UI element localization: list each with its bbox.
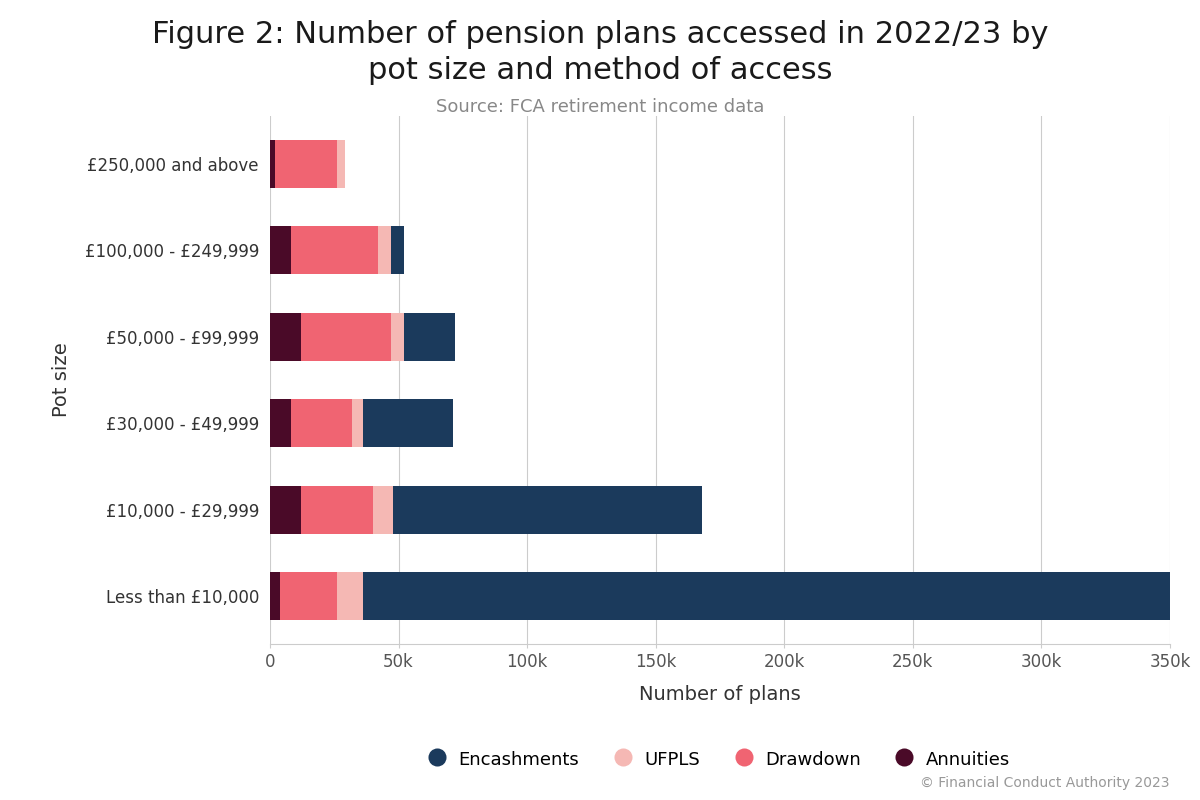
Bar xyxy=(353,399,362,447)
Bar xyxy=(275,140,337,187)
Y-axis label: Pot size: Pot size xyxy=(52,342,71,418)
Text: © Financial Conduct Authority 2023: © Financial Conduct Authority 2023 xyxy=(920,776,1170,790)
Bar xyxy=(378,226,391,274)
Bar xyxy=(290,226,378,274)
Bar xyxy=(394,486,702,534)
Bar xyxy=(362,399,452,447)
Bar xyxy=(337,140,344,187)
Bar xyxy=(403,313,455,361)
X-axis label: Number of plans: Number of plans xyxy=(640,685,800,704)
Bar xyxy=(301,486,373,534)
Bar xyxy=(362,573,1186,620)
Bar xyxy=(391,226,403,274)
Bar xyxy=(270,140,275,187)
Bar xyxy=(270,399,290,447)
Bar xyxy=(270,573,281,620)
Text: Figure 2: Number of pension plans accessed in 2022/23 by
pot size and method of : Figure 2: Number of pension plans access… xyxy=(151,20,1049,85)
Bar xyxy=(337,573,362,620)
Bar xyxy=(281,573,337,620)
Text: Source: FCA retirement income data: Source: FCA retirement income data xyxy=(436,98,764,115)
Bar xyxy=(270,313,301,361)
Legend: Encashments, UFPLS, Drawdown, Annuities: Encashments, UFPLS, Drawdown, Annuities xyxy=(421,740,1019,778)
Bar xyxy=(290,399,353,447)
Bar xyxy=(391,313,403,361)
Bar xyxy=(373,486,394,534)
Bar xyxy=(270,486,301,534)
Bar xyxy=(301,313,391,361)
Bar xyxy=(270,226,290,274)
